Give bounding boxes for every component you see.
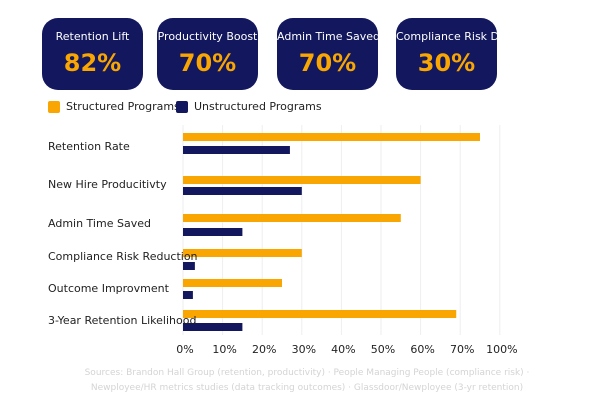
bar-structured xyxy=(183,249,302,257)
kpi-card-admin-time-saved: Admin Time Saved 70% xyxy=(277,18,380,90)
category-label: Outcome Improvment xyxy=(48,282,169,295)
legend-swatch xyxy=(48,100,60,113)
bar-unstructured xyxy=(183,146,290,154)
x-tick-label: 30% xyxy=(291,343,317,356)
legend-item-structured: Structured Programs xyxy=(48,100,180,113)
bar-unstructured xyxy=(183,323,243,331)
kpi-label: Compliance Risk Drop xyxy=(396,30,518,43)
category-label: Admin Time Saved xyxy=(48,217,151,230)
kpi-card-productivity-boost: Productivity Boost 70% xyxy=(157,18,258,90)
legend-swatch xyxy=(176,100,188,113)
kpi-value: 82% xyxy=(63,49,122,77)
kpi-value: 70% xyxy=(298,49,357,77)
kpi-value: 70% xyxy=(178,49,237,77)
legend-label: Unstructured Programs xyxy=(194,100,322,113)
kpi-label: Admin Time Saved xyxy=(277,30,380,43)
bar-unstructured xyxy=(183,228,243,236)
x-tick-label: 10% xyxy=(212,343,237,356)
x-tick-label: 100% xyxy=(486,343,518,356)
x-tick-label: 0% xyxy=(176,343,194,356)
x-tick-label: 40% xyxy=(331,343,356,356)
bar-unstructured xyxy=(183,187,302,195)
category-label: Retention Rate xyxy=(48,140,130,153)
category-label: 3-Year Retention Likelihood xyxy=(48,314,197,327)
bar-unstructured xyxy=(183,262,195,270)
bar-structured xyxy=(183,214,401,222)
sources-line: Newployee/HR metrics studies (data track… xyxy=(90,383,524,393)
bar-unstructured xyxy=(183,291,193,299)
kpi-card-retention-lift: Retention Lift 82% xyxy=(42,18,143,90)
bar-structured xyxy=(183,279,282,287)
kpi-value: 30% xyxy=(417,49,476,77)
sources-note: Sources: Brandon Hall Group (retention, … xyxy=(0,366,614,396)
x-tick-label: 60% xyxy=(410,343,435,356)
legend-item-unstructured: Unstructured Programs xyxy=(176,100,322,113)
x-tick-label: 70% xyxy=(449,343,475,356)
sources-line: Sources: Brandon Hall Group (retention, … xyxy=(84,368,530,378)
category-label: New Hire Producitivty xyxy=(48,178,167,191)
kpi-label: Productivity Boost xyxy=(157,30,258,43)
x-tick-label: 20% xyxy=(251,343,277,356)
kpi-card-compliance-risk-drop: Compliance Risk Drop 30% xyxy=(396,18,518,90)
category-label: Compliance Risk Reduction xyxy=(48,250,198,263)
x-tick-label: 50% xyxy=(370,343,396,356)
bar-structured xyxy=(183,133,480,141)
bar-structured xyxy=(183,176,421,184)
legend-label: Structured Programs xyxy=(66,100,180,113)
bar-structured xyxy=(183,310,457,318)
kpi-label: Retention Lift xyxy=(55,30,130,43)
